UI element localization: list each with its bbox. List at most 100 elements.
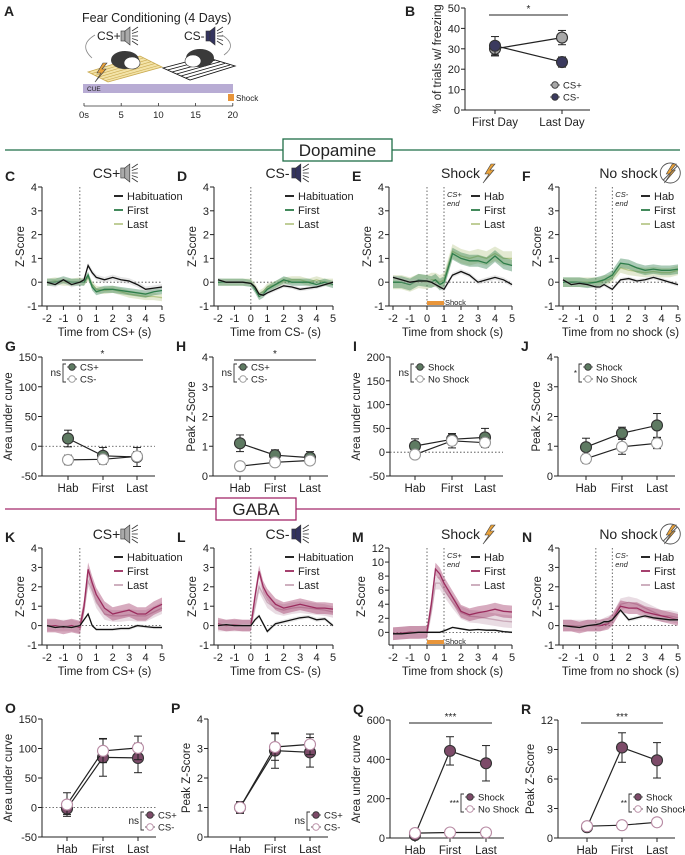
legend-label: CS- [158, 823, 174, 834]
y-tick-label: 0 [547, 833, 553, 845]
y-tick-label: 3 [202, 382, 208, 394]
x-tick-label: -2 [388, 652, 398, 664]
y-tick-label: 3 [31, 562, 37, 574]
legend-label: Last [484, 219, 505, 231]
x-tick-label: 0 [593, 652, 599, 664]
legend-marker [466, 793, 474, 801]
y-axis-label: Area under curve [3, 372, 15, 460]
legend-bracket [62, 363, 66, 383]
sem-band-first [47, 562, 162, 635]
y-tick-label: 200 [367, 794, 385, 806]
sound-wave [131, 40, 139, 46]
data-point [96, 744, 110, 757]
y-tick-label: 0 [203, 621, 209, 633]
y-tick-label: 0 [31, 277, 37, 289]
x-tick-label: -1 [230, 652, 240, 664]
legend-marker [68, 363, 76, 371]
speaker-body [291, 167, 297, 179]
x-tick-label: 4 [492, 313, 498, 325]
y-tick-label: 2 [203, 582, 209, 594]
x-tick-label: Last [299, 844, 322, 855]
panel-p: 0 1 2 3 4 Peak Z-Score P Hab First Last CS+CS-ns [171, 700, 343, 855]
y-tick-label: 1 [31, 601, 37, 613]
x-tick-label: First [611, 483, 634, 495]
y-tick-label: 4 [203, 543, 209, 555]
x-tick-label: 3 [642, 652, 648, 664]
timeline-tick-label: 15 [190, 110, 201, 121]
x-axis-label: Time from CS- (s) [230, 327, 321, 339]
legend-label: First [654, 566, 675, 578]
legend-label: No Shock [428, 375, 469, 386]
y-tick-label: 4 [548, 182, 554, 194]
y-tick-label: 9 [547, 745, 553, 757]
y-tick-label: 50 [373, 423, 385, 435]
trace-first [563, 262, 679, 285]
x-tick-label: First [441, 483, 464, 495]
legend-significance: ns [398, 368, 409, 379]
legend-marker [312, 811, 320, 819]
legend-marker [634, 805, 642, 813]
speaker-icon [120, 524, 139, 544]
trace-hab [562, 276, 679, 291]
legend-label: Shock [478, 793, 505, 804]
sound-wave [131, 536, 138, 539]
y-tick-label: 1 [548, 601, 554, 613]
legend-label: Hab [484, 552, 504, 564]
y-tick-label: 150 [19, 714, 37, 726]
y-tick-label: 6 [378, 585, 384, 597]
y-tick-label: 50 [25, 412, 37, 424]
legend-label: Shock [596, 363, 623, 374]
legend-label: Last [484, 580, 505, 592]
y-tick-label: 0 [547, 471, 553, 483]
y-tick-label: 0 [378, 627, 384, 639]
panel-q: 0 200 400 600 Area under curve Q Hab First Last *… [351, 701, 519, 855]
x-tick-label: -1 [575, 313, 585, 325]
series-line [494, 37, 563, 50]
legend-marker [239, 375, 247, 383]
y-axis-label: Peak Z-Score [181, 743, 193, 813]
x-tick-label: Last [126, 483, 149, 495]
x-tick-label: 5 [159, 652, 165, 664]
x-tick-label: -1 [405, 652, 415, 664]
y-tick-label: 12 [541, 715, 553, 727]
x-tick-label: 0 [593, 313, 599, 325]
y-tick-label: 0 [197, 832, 203, 844]
legend-significance: ns [128, 816, 139, 827]
y-tick-label: 30 [448, 44, 460, 56]
sound-wave [131, 177, 139, 183]
x-tick-label: 2 [281, 652, 287, 664]
legend-marker [146, 811, 154, 819]
x-tick-label: Hab [575, 483, 596, 495]
y-tick-label: 10 [448, 85, 460, 97]
grid-bar [98, 61, 152, 78]
speaker-body [120, 30, 126, 42]
legend-label: Hab [654, 191, 674, 203]
data-point [615, 741, 629, 754]
end-note: CS+ [447, 190, 462, 199]
legend-significance: ns [294, 816, 305, 827]
panel-title: Shock [441, 526, 481, 542]
data-point [408, 448, 422, 461]
x-tick-label: Hab [229, 483, 250, 495]
legend-label: CS+ [80, 363, 99, 374]
end-note: end [447, 560, 460, 569]
sem-band-last [218, 581, 333, 632]
y-axis-label: Z-Score [532, 226, 544, 267]
legend-label: Habituation [127, 552, 183, 564]
y-tick-label: 3 [547, 804, 553, 816]
panel-h: 0 1 2 3 4 Peak Z-Score H Hab First Last *CS+CS-ns [176, 338, 328, 495]
panel-title: No shock [599, 526, 658, 542]
speaker-body [205, 30, 211, 42]
x-axis-label: Time from CS+ (s) [58, 327, 152, 339]
lightning-icon [482, 163, 496, 184]
trace-habituation [217, 279, 334, 297]
panel-title: CS- [265, 526, 289, 542]
x-tick-label: First [611, 845, 634, 855]
sem-band-first [218, 565, 333, 632]
data-point [303, 454, 317, 467]
